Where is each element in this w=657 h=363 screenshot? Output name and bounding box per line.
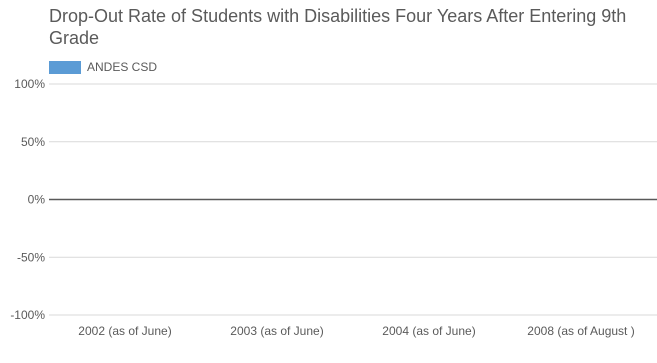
x-tick-label: 2003 (as of June): [230, 324, 323, 338]
legend-swatch: [49, 60, 81, 74]
x-tick-label: 2002 (as of June): [78, 324, 171, 338]
y-tick-label: -50%: [17, 250, 45, 264]
y-tick-label: 50%: [21, 135, 45, 149]
y-tick-label: -100%: [10, 308, 45, 322]
y-tick-label: 0%: [28, 193, 46, 207]
legend: ANDES CSD: [49, 59, 157, 75]
x-tick-label: 2004 (as of June): [382, 324, 475, 338]
grid-lines: [49, 83, 657, 316]
x-axis-ticks: 2002 (as of June) 2003 (as of June) 2004 (…: [78, 324, 634, 338]
legend-label: ANDES CSD: [87, 60, 158, 74]
x-tick-label: 2008 (as of August ): [527, 324, 634, 338]
chart-title: Drop-Out Rate of Students with Disabilit…: [49, 6, 627, 48]
y-axis-ticks: 100% 50% 0% -50% -100%: [10, 77, 45, 322]
y-tick-label: 100%: [14, 77, 45, 91]
